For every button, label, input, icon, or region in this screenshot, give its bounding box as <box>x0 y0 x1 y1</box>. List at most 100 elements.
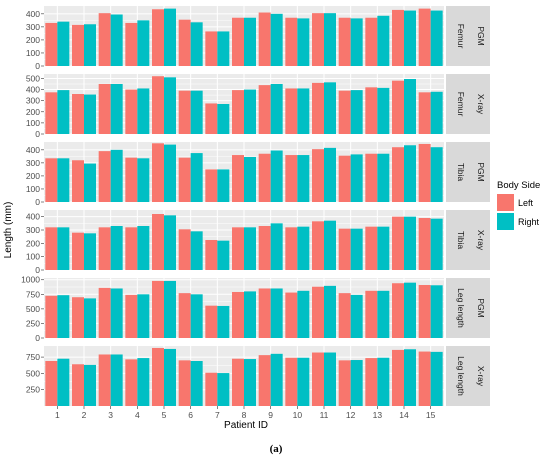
bar-left-8 <box>232 291 244 338</box>
y-tick-label: 100 <box>26 48 40 58</box>
bar-left-12 <box>338 90 351 134</box>
bar-right-12 <box>350 294 363 338</box>
bar-right-11 <box>324 13 336 67</box>
figure-caption: (a) <box>270 443 283 455</box>
strip-label-inner: PGM <box>476 162 486 181</box>
bar-left-9 <box>258 12 271 66</box>
bar-right-5 <box>164 144 176 202</box>
bar-right-1 <box>57 158 70 202</box>
bar-right-5 <box>164 215 176 270</box>
bar-left-11 <box>312 352 324 406</box>
bar-right-11 <box>324 352 336 406</box>
x-tick-label-4: 4 <box>135 410 140 420</box>
bar-left-10 <box>285 17 298 67</box>
bar-right-3 <box>110 149 123 202</box>
bar-left-4 <box>125 227 138 270</box>
bar-right-5 <box>164 280 176 338</box>
bar-left-15 <box>418 8 431 66</box>
bar-right-4 <box>137 88 150 134</box>
bar-left-13 <box>365 153 378 202</box>
bar-right-3 <box>110 226 123 270</box>
bar-left-3 <box>98 354 111 406</box>
bar-left-3 <box>98 227 111 270</box>
bar-right-12 <box>350 90 363 134</box>
bar-left-15 <box>418 351 431 406</box>
strip-label-outer: Tibia <box>456 231 466 249</box>
bar-right-7 <box>217 373 230 406</box>
bar-left-1 <box>45 227 58 270</box>
x-tick-label-1: 1 <box>55 410 60 420</box>
strip-label-outer: Femur <box>456 24 466 49</box>
bar-right-3 <box>110 14 123 67</box>
bar-left-8 <box>232 17 244 67</box>
bar-right-8 <box>244 17 256 67</box>
x-axis-title: Patient ID <box>224 420 268 431</box>
bar-right-12 <box>350 154 363 202</box>
bar-right-14 <box>404 10 416 67</box>
strip-label-outer: Femur <box>456 92 466 117</box>
bar-right-1 <box>57 227 70 270</box>
legend: Body Side Left Right <box>497 180 540 230</box>
bar-left-15 <box>418 284 431 338</box>
bar-right-13 <box>377 357 390 406</box>
strip-background <box>446 74 490 134</box>
y-tick-label: 750 <box>26 352 40 362</box>
bar-right-9 <box>270 223 283 270</box>
bar-left-1 <box>45 295 58 338</box>
bar-right-10 <box>297 290 310 338</box>
strip-background <box>446 6 490 66</box>
bar-right-15 <box>430 218 443 270</box>
panel-2: 0 100 200 300 400 Tibia PGM <box>26 142 490 207</box>
bar-left-6 <box>178 157 191 202</box>
bar-right-15 <box>430 147 443 202</box>
bar-left-4 <box>125 294 138 338</box>
x-tick-label-3: 3 <box>108 410 113 420</box>
bar-right-14 <box>404 79 416 134</box>
bar-right-7 <box>217 305 230 338</box>
bar-right-6 <box>190 153 203 202</box>
bar-right-15 <box>430 91 443 134</box>
bar-left-11 <box>312 221 324 270</box>
bar-left-4 <box>125 359 138 406</box>
bar-right-1 <box>57 21 70 66</box>
bar-right-8 <box>244 227 256 270</box>
bar-right-12 <box>350 18 363 66</box>
bar-left-8 <box>232 227 244 270</box>
bar-left-8 <box>232 358 244 406</box>
bar-left-6 <box>178 19 191 66</box>
y-tick-label: 100 <box>26 184 40 194</box>
bar-left-10 <box>285 88 298 134</box>
y-tick-label: 1000 <box>21 275 40 285</box>
bar-left-5 <box>152 214 164 270</box>
bar-right-12 <box>350 360 363 406</box>
y-tick-label: 0 <box>35 197 40 207</box>
bar-right-4 <box>137 158 150 202</box>
bar-right-3 <box>110 288 123 338</box>
bar-right-9 <box>270 84 283 134</box>
bar-left-15 <box>418 218 431 270</box>
strip-background <box>446 142 490 202</box>
bar-left-13 <box>365 226 378 270</box>
bar-left-3 <box>98 287 111 338</box>
bar-right-10 <box>297 88 310 134</box>
strip-background <box>446 210 490 270</box>
bar-right-9 <box>270 150 283 202</box>
y-tick-label: 400 <box>26 85 40 95</box>
strip-label-inner: PGM <box>476 298 486 317</box>
bar-left-3 <box>98 13 111 67</box>
bar-right-9 <box>270 13 283 66</box>
bar-right-13 <box>377 290 390 338</box>
bar-left-11 <box>312 286 324 338</box>
bar-left-4 <box>125 157 138 202</box>
bar-left-6 <box>178 293 191 338</box>
bar-left-14 <box>392 9 404 66</box>
bar-left-5 <box>152 143 164 202</box>
bar-left-14 <box>392 283 404 338</box>
bar-right-1 <box>57 90 70 134</box>
y-axis-title: Length (mm) <box>3 202 14 259</box>
bar-left-12 <box>338 155 351 202</box>
bar-left-7 <box>205 169 218 202</box>
bar-left-2 <box>72 160 84 202</box>
x-tick-label-9: 9 <box>268 410 273 420</box>
